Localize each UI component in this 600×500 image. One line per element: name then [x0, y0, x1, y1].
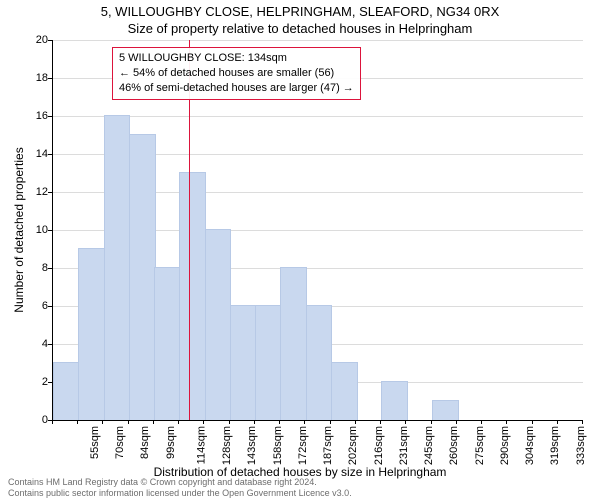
ytick-label: 14 — [18, 148, 48, 160]
bar — [129, 134, 156, 420]
xtick-mark — [582, 420, 583, 424]
xtick-mark — [481, 420, 482, 424]
xtick-mark — [431, 420, 432, 424]
xtick-label: 114sqm — [195, 426, 207, 464]
xtick-label: 304sqm — [524, 426, 536, 465]
xtick-mark — [102, 420, 103, 424]
ytick-label: 0 — [18, 414, 48, 426]
chart-title-sub: Size of property relative to detached ho… — [0, 21, 600, 36]
chart-container: 5, WILLOUGHBY CLOSE, HELPRINGHAM, SLEAFO… — [0, 0, 600, 500]
xtick-label: 275sqm — [474, 426, 486, 465]
bar — [331, 362, 358, 420]
ytick-label: 18 — [18, 72, 48, 84]
ytick-mark — [48, 344, 52, 345]
bar — [154, 267, 181, 420]
xtick-label: 333sqm — [575, 426, 587, 465]
xtick-mark — [532, 420, 533, 424]
xtick-mark — [229, 420, 230, 424]
ytick-label: 20 — [18, 34, 48, 46]
xtick-label: 128sqm — [221, 426, 233, 465]
ytick-mark — [48, 192, 52, 193]
xtick-mark — [380, 420, 381, 424]
ytick-label: 4 — [18, 338, 48, 350]
xtick-mark — [355, 420, 356, 424]
ytick-label: 6 — [18, 300, 48, 312]
xtick-mark — [52, 420, 53, 424]
xtick-mark — [178, 420, 179, 424]
gridline — [53, 40, 583, 41]
xtick-label: 70sqm — [114, 426, 126, 459]
bar — [280, 267, 307, 420]
ytick-mark — [48, 230, 52, 231]
bar — [53, 362, 80, 420]
xtick-label: 55sqm — [89, 426, 101, 459]
footer-line-1: Contains HM Land Registry data © Crown c… — [8, 477, 352, 487]
xtick-label: 231sqm — [398, 426, 410, 465]
xtick-label: 158sqm — [272, 426, 284, 465]
ytick-label: 12 — [18, 186, 48, 198]
xtick-mark — [506, 420, 507, 424]
xtick-mark — [77, 420, 78, 424]
annotation-line: ← 54% of detached houses are smaller (56… — [119, 66, 354, 81]
xtick-label: 216sqm — [373, 426, 385, 465]
ytick-mark — [48, 40, 52, 41]
ytick-mark — [48, 78, 52, 79]
xtick-label: 260sqm — [448, 426, 460, 465]
ytick-mark — [48, 382, 52, 383]
xtick-label: 99sqm — [165, 426, 177, 459]
xtick-mark — [456, 420, 457, 424]
chart-title-main: 5, WILLOUGHBY CLOSE, HELPRINGHAM, SLEAFO… — [0, 4, 600, 19]
annotation-box: 5 WILLOUGHBY CLOSE: 134sqm← 54% of detac… — [112, 47, 361, 100]
xtick-label: 187sqm — [322, 426, 334, 465]
annotation-line: 46% of semi-detached houses are larger (… — [119, 81, 354, 96]
xtick-mark — [557, 420, 558, 424]
bar — [230, 305, 257, 420]
ytick-mark — [48, 154, 52, 155]
bar — [381, 381, 408, 420]
footer-line-2: Contains public sector information licen… — [8, 488, 352, 498]
bar — [306, 305, 333, 420]
ytick-label: 2 — [18, 376, 48, 388]
ytick-mark — [48, 116, 52, 117]
xtick-label: 319sqm — [549, 426, 561, 465]
bar — [432, 400, 459, 420]
xtick-mark — [254, 420, 255, 424]
footer-attribution: Contains HM Land Registry data © Crown c… — [8, 477, 352, 498]
ytick-mark — [48, 268, 52, 269]
xtick-label: 290sqm — [499, 426, 511, 465]
bar — [78, 248, 105, 420]
ytick-mark — [48, 306, 52, 307]
xtick-mark — [279, 420, 280, 424]
xtick-label: 202sqm — [348, 426, 360, 465]
plot-area: 5 WILLOUGHBY CLOSE: 134sqm← 54% of detac… — [52, 40, 583, 421]
xtick-label: 245sqm — [423, 426, 435, 465]
bar — [205, 229, 232, 420]
xtick-mark — [330, 420, 331, 424]
bar — [104, 115, 131, 420]
xtick-mark — [128, 420, 129, 424]
annotation-line: 5 WILLOUGHBY CLOSE: 134sqm — [119, 51, 354, 66]
xtick-label: 143sqm — [247, 426, 259, 465]
xtick-mark — [203, 420, 204, 424]
ytick-label: 10 — [18, 224, 48, 236]
ytick-label: 16 — [18, 110, 48, 122]
ytick-label: 8 — [18, 262, 48, 274]
bar — [179, 172, 206, 420]
gridline — [53, 116, 583, 117]
xtick-label: 172sqm — [297, 426, 309, 465]
xtick-mark — [304, 420, 305, 424]
bar — [255, 305, 282, 420]
xtick-mark — [153, 420, 154, 424]
xtick-mark — [405, 420, 406, 424]
xtick-label: 84sqm — [140, 426, 152, 459]
